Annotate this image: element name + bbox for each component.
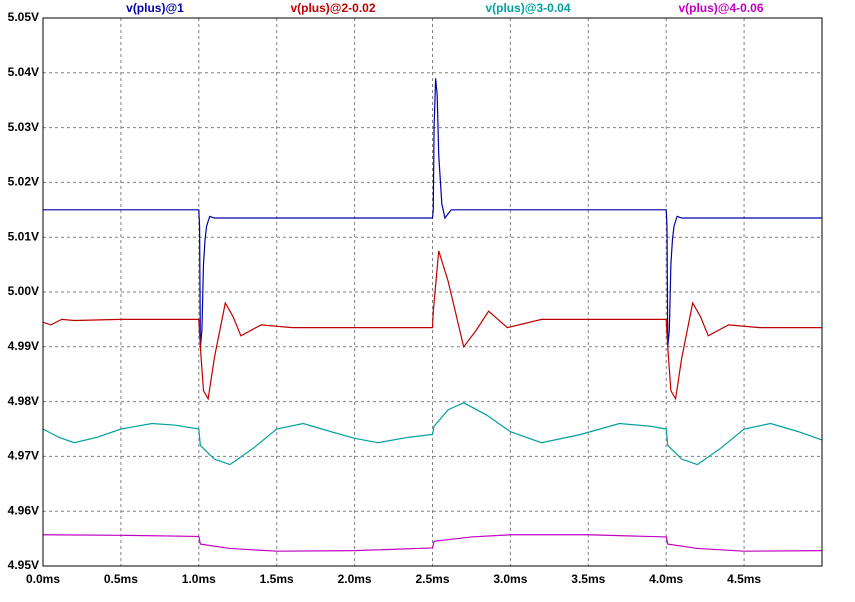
series-line — [42, 250, 822, 401]
x-tick-label: 4.5ms — [727, 572, 761, 586]
series-line — [42, 534, 823, 552]
plot-lines — [42, 78, 823, 552]
y-tick-label: 5.05V — [8, 10, 39, 24]
y-tick-label: 5.00V — [8, 284, 39, 298]
x-tick-label: 4.0ms — [649, 572, 683, 586]
y-tick-label: 4.99V — [8, 339, 39, 353]
plot-frame — [42, 17, 823, 567]
legend-label: v(plus)@3-0.04 — [485, 1, 570, 15]
y-tick-label: 5.03V — [8, 120, 39, 134]
legend-label: v(plus)@2-0.02 — [290, 1, 375, 15]
x-tick-label: 1.5ms — [260, 572, 294, 586]
y-tick-label: 4.97V — [8, 449, 39, 463]
y-tick-label: 5.04V — [8, 65, 39, 79]
x-tick-label: 2.5ms — [415, 572, 449, 586]
y-tick-label: 5.01V — [8, 229, 39, 243]
series-line — [43, 78, 822, 347]
x-tick-label: 3.5ms — [571, 572, 605, 586]
x-tick-label: 0.0ms — [26, 572, 60, 586]
labels: 4.95V 4.96V 4.97V 4.98V 4.99V 5.00V 5.01V 5.02V… — [8, 1, 764, 586]
y-tick-label: 4.98V — [8, 394, 39, 408]
y-tick-label: 4.96V — [8, 503, 39, 517]
x-tick-label: 1.0ms — [182, 572, 216, 586]
x-tick-label: 3.0ms — [493, 572, 527, 586]
x-tick-label: 0.5ms — [104, 572, 138, 586]
legend-label: v(plus)@4-0.06 — [678, 1, 763, 15]
y-tick-label: 5.02V — [8, 175, 39, 189]
series-line — [42, 402, 823, 466]
legend-label: v(plus)@1 — [126, 1, 184, 15]
x-tick-label: 2.0ms — [338, 572, 372, 586]
y-tick-label: 4.95V — [8, 558, 39, 572]
